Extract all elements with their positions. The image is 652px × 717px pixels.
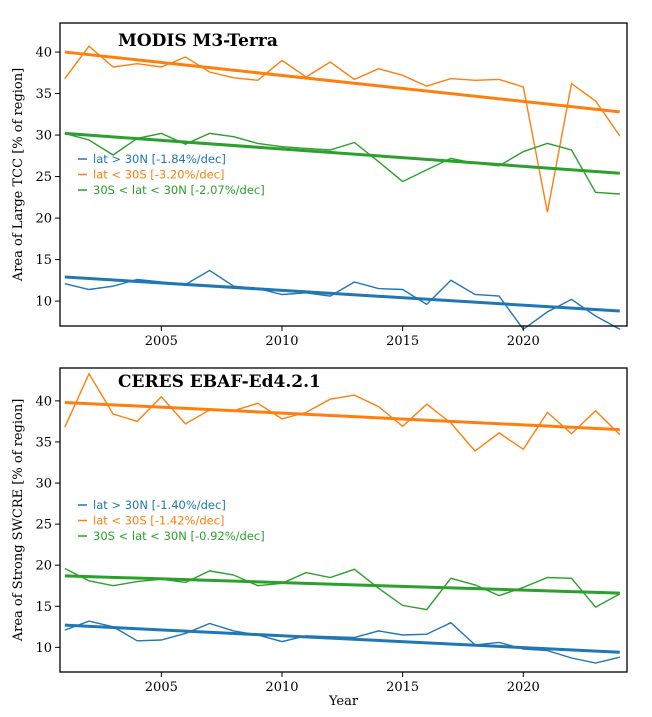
p0-legend: lat > 30N [-1.84%/dec] lat < 30S [-3.20%/… bbox=[78, 152, 265, 197]
p0-y-ticks: 10 15 20 25 30 35 40 bbox=[35, 46, 60, 310]
p0-trend-line-2 bbox=[64, 131, 620, 175]
p1-x-axis-label: Year bbox=[328, 694, 359, 709]
p1-y-tick-label: 15 bbox=[35, 600, 52, 615]
p0-y-axis-label: Area of Large TCC [% of region] bbox=[11, 68, 26, 282]
p1-trend-line-2 bbox=[64, 574, 620, 595]
p1-legend-label-2: 30S < lat < 30N [-0.92%/dec] bbox=[93, 529, 265, 543]
p1-trend-lines bbox=[64, 401, 620, 654]
p1-plot-frame bbox=[59, 367, 628, 673]
p0-legend-label-0: lat > 30N [-1.84%/dec] bbox=[93, 152, 226, 166]
p1-x-tick-label: 2020 bbox=[507, 680, 540, 695]
p1-legend-label-0: lat > 30N [-1.40%/dec] bbox=[93, 498, 226, 512]
p1-legend-label-1: lat < 30S [-1.42%/dec] bbox=[93, 514, 225, 528]
p1-x-tick-label: 2010 bbox=[265, 680, 298, 695]
p0-y-tick-label: 15 bbox=[35, 253, 52, 268]
p1-y-tick-label: 10 bbox=[35, 641, 52, 656]
p0-y-tick-label: 10 bbox=[35, 295, 52, 310]
panel-ceres: 10 15 20 25 30 35 40 2005 2010 2015 2020 CERES EB… bbox=[11, 367, 628, 709]
p1-y-tick-label: 20 bbox=[35, 559, 52, 574]
p0-trend-line-0 bbox=[64, 275, 620, 313]
p0-x-tick-label: 2010 bbox=[265, 334, 298, 349]
p0-x-tick-label: 2005 bbox=[145, 334, 178, 349]
p1-y-ticks: 10 15 20 25 30 35 40 bbox=[35, 394, 60, 656]
p0-trend-lines bbox=[64, 50, 620, 313]
p0-y-tick-label: 20 bbox=[35, 212, 52, 227]
p0-x-ticks: 2005 2010 2015 2020 bbox=[145, 326, 540, 349]
p0-trend-line-1 bbox=[64, 50, 620, 114]
p0-y-tick-label: 25 bbox=[35, 170, 52, 185]
p0-x-tick-label: 2015 bbox=[386, 334, 419, 349]
p1-x-tick-label: 2015 bbox=[386, 680, 419, 695]
p1-legend: lat > 30N [-1.40%/dec] lat < 30S [-1.42%/… bbox=[78, 498, 265, 543]
p1-trend-line-1 bbox=[64, 401, 620, 432]
p0-series-line-1 bbox=[64, 45, 621, 213]
p0-x-tick-label: 2020 bbox=[507, 334, 540, 349]
p1-y-tick-label: 35 bbox=[35, 435, 52, 450]
p1-series-line-1 bbox=[64, 372, 621, 452]
p0-y-tick-label: 30 bbox=[35, 129, 52, 144]
p0-plot-frame bbox=[59, 22, 628, 327]
p0-series-line-2 bbox=[64, 132, 620, 195]
p0-series-line-0 bbox=[64, 269, 621, 331]
p1-x-tick-label: 2005 bbox=[145, 680, 178, 695]
p1-x-ticks: 2005 2010 2015 2020 bbox=[145, 672, 540, 695]
panel-modis: 10 15 20 25 30 35 40 2005 2010 2015 2020 MODIS M3… bbox=[11, 22, 628, 349]
p1-trend-line-0 bbox=[64, 623, 620, 654]
p1-title: CERES EBAF-Ed4.2.1 bbox=[118, 372, 321, 392]
p0-title: MODIS M3-Terra bbox=[118, 31, 278, 51]
p1-y-tick-label: 25 bbox=[35, 518, 52, 533]
p1-y-axis-label: Area of Strong SWCRE [% of region] bbox=[11, 399, 26, 643]
p1-y-tick-label: 40 bbox=[35, 394, 52, 409]
p1-series-line-0 bbox=[64, 620, 620, 664]
p0-y-tick-label: 40 bbox=[35, 46, 52, 61]
p0-y-tick-label: 35 bbox=[35, 87, 52, 102]
p0-legend-label-1: lat < 30S [-3.20%/dec] bbox=[93, 168, 225, 182]
p0-legend-label-2: 30S < lat < 30N [-2.07%/dec] bbox=[93, 183, 265, 197]
p1-y-tick-label: 30 bbox=[35, 477, 52, 492]
